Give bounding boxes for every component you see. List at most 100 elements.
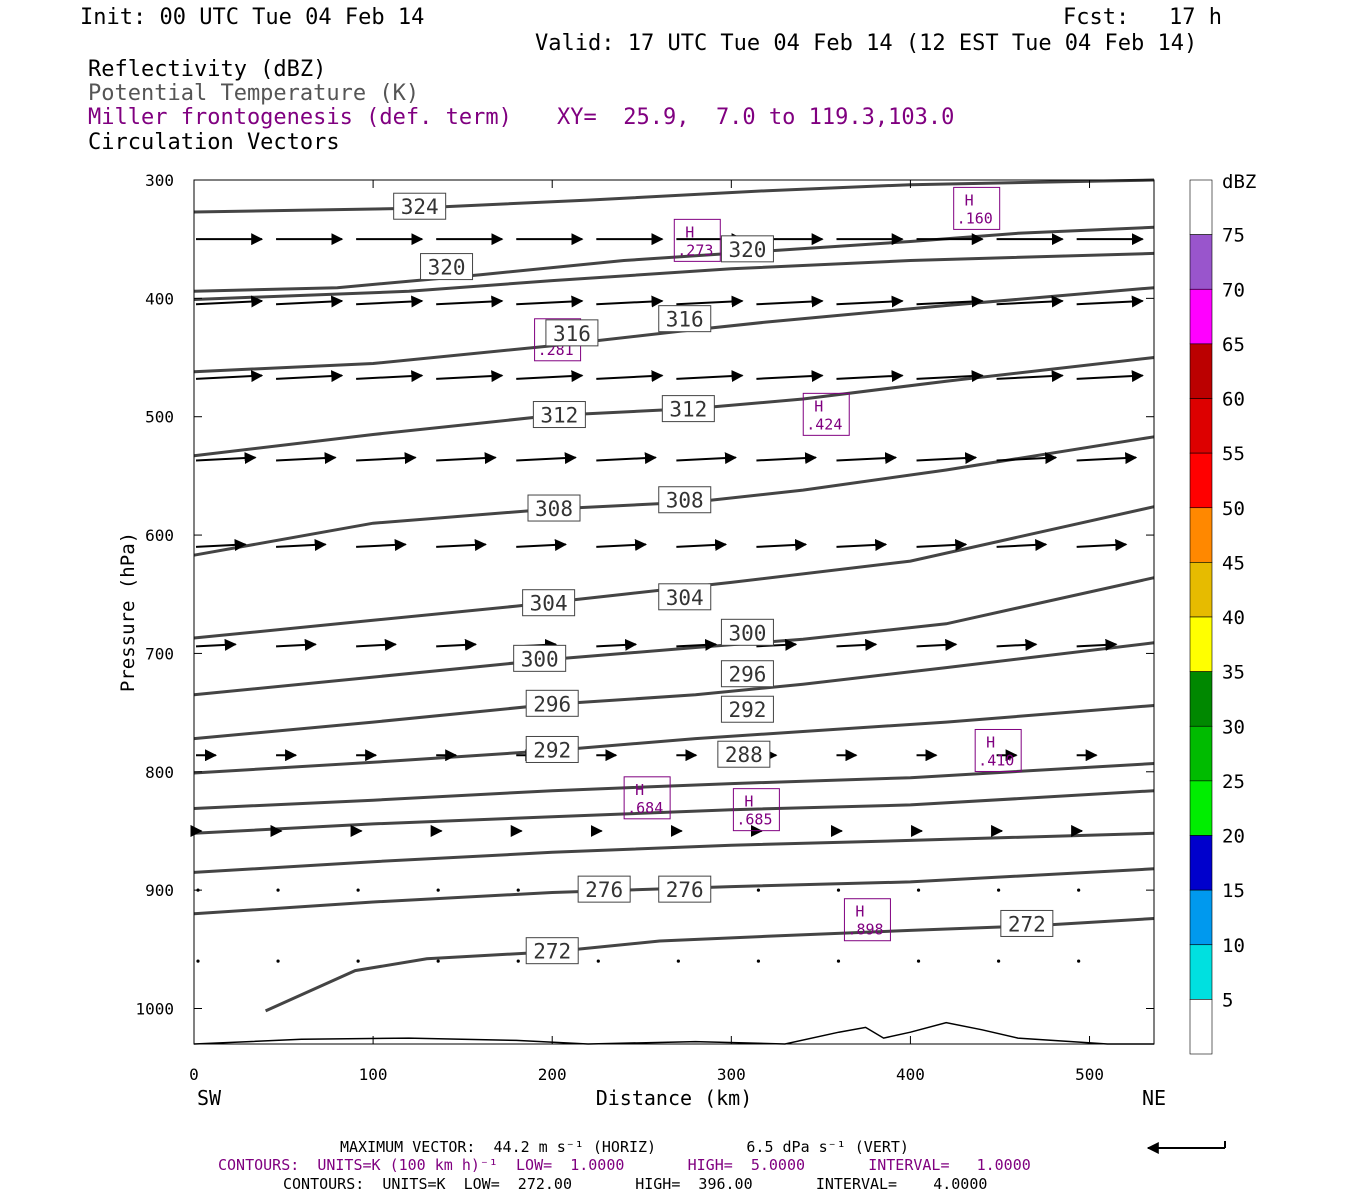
circulation-vector xyxy=(195,538,247,551)
theta-label-box xyxy=(1000,909,1054,937)
theta-label: 316 xyxy=(666,308,704,332)
circulation-vector xyxy=(276,638,317,651)
frontogenesis-max: H.898 xyxy=(843,898,891,942)
circulation-vector xyxy=(516,295,584,308)
circulation-vector xyxy=(916,370,984,383)
x-tick-label: 500 xyxy=(1075,1065,1104,1084)
theta-label-box xyxy=(658,486,712,514)
colorbar-level: 40 xyxy=(1222,607,1245,629)
fronto-max-box xyxy=(623,776,671,820)
circulation-vector xyxy=(596,452,657,465)
circulation-vector xyxy=(1077,959,1081,963)
theta-label: 272 xyxy=(533,940,571,964)
y-tick-label: 800 xyxy=(145,763,174,782)
theta-label: 276 xyxy=(666,878,704,902)
circulation-vector xyxy=(596,959,600,963)
theta-label-box xyxy=(720,660,774,688)
theta-label-box xyxy=(420,253,474,281)
circulation-vector xyxy=(276,452,337,465)
circulation-vector xyxy=(836,295,904,308)
colorbar-level: 65 xyxy=(1222,334,1245,356)
colorbar-swatch xyxy=(1189,234,1213,290)
fronto-max-value: .424 xyxy=(806,415,842,433)
circulation-vector xyxy=(276,538,327,551)
theta-label: 308 xyxy=(535,497,573,521)
theta-contour-272 xyxy=(264,917,1155,1013)
x-tick-label: 0 xyxy=(189,1065,199,1084)
circulation-vector xyxy=(356,452,417,465)
x-left-label: SW xyxy=(197,1086,222,1110)
colorbar-swatch xyxy=(1189,343,1213,399)
theta-contour-292 xyxy=(193,704,1155,775)
circulation-vector xyxy=(996,538,1048,551)
theta-label: 324 xyxy=(401,195,439,219)
theta-label-box xyxy=(527,494,581,522)
colorbar-swatch xyxy=(1189,398,1213,454)
y-tick-label: 900 xyxy=(145,881,174,900)
circulation-vector xyxy=(276,370,344,383)
y-axis-label: Pressure (hPa) xyxy=(117,532,139,692)
fronto-max-value: .410 xyxy=(978,751,1014,769)
circulation-vector xyxy=(676,295,744,308)
colorbar-swatch xyxy=(1189,725,1213,782)
circulation-vector xyxy=(195,638,237,651)
theta-label: 320 xyxy=(728,238,766,262)
circulation-vector xyxy=(676,370,744,383)
colorbar-swatch xyxy=(1189,999,1213,1055)
theta-contour-288 xyxy=(193,762,1155,810)
max-vector-info: MAXIMUM VECTOR: 44.2 m s⁻¹ (HORIZ) 6.5 d… xyxy=(340,1138,909,1156)
circulation-vector xyxy=(996,959,1001,963)
circulation-vector xyxy=(836,452,898,465)
circulation-vector xyxy=(676,959,680,963)
circulation-vector xyxy=(836,959,841,963)
circulation-vector xyxy=(836,638,878,651)
colorbar-swatch xyxy=(1189,452,1213,509)
circulation-vector xyxy=(836,538,888,551)
colorbar-swatch xyxy=(1189,179,1213,235)
fronto-max-value: .160 xyxy=(957,209,993,227)
circulation-vector xyxy=(916,295,984,308)
theta-label: 272 xyxy=(1008,912,1046,936)
circulation-vector xyxy=(676,538,728,551)
fronto-max-box xyxy=(673,218,721,262)
circulation-vector xyxy=(436,295,504,308)
colorbar-level: 15 xyxy=(1222,880,1245,902)
theta-contour-304 xyxy=(193,505,1155,640)
reference-vector xyxy=(1146,1141,1226,1154)
circulation-vector xyxy=(996,452,1058,465)
circulation-vector xyxy=(916,452,978,465)
circulation-vector xyxy=(916,888,921,892)
y-tick-label: 300 xyxy=(145,171,174,190)
circulation-vector xyxy=(1076,538,1128,551)
frontogenesis-max: H.685 xyxy=(732,788,780,832)
circulation-vector xyxy=(996,370,1064,383)
circulation-vector xyxy=(676,452,737,465)
circulation-vector xyxy=(436,452,497,465)
circulation-vector xyxy=(516,452,577,465)
fronto-max-symbol: H xyxy=(635,781,644,799)
circulation-vector xyxy=(1076,638,1118,651)
circulation-vector xyxy=(756,888,761,892)
theta-label-box xyxy=(661,395,715,423)
x-right-label: NE xyxy=(1142,1086,1166,1110)
fronto-max-value: .684 xyxy=(627,799,663,817)
theta-label: 296 xyxy=(728,663,766,687)
theta-label-box xyxy=(720,695,774,723)
theta-contour-300 xyxy=(193,576,1155,697)
theta-contour-info: CONTOURS: UNITS=K LOW= 272.00 HIGH= 396.… xyxy=(283,1175,988,1193)
colorbar-swatch xyxy=(1189,562,1213,618)
theta-label-box xyxy=(720,618,774,646)
fronto-max-symbol: H xyxy=(744,793,753,811)
circulation-vector xyxy=(196,959,200,963)
field-vectors-title: Circulation Vectors xyxy=(88,130,340,155)
init-time: Init: 00 UTC Tue 04 Feb 14 xyxy=(80,5,425,30)
circulation-vector xyxy=(596,538,647,551)
circulation-vector xyxy=(356,295,424,308)
theta-label-box xyxy=(525,735,579,763)
circulation-vector xyxy=(356,888,360,892)
theta-label-box xyxy=(545,319,599,347)
circulation-vector xyxy=(916,959,921,963)
field-frontogenesis-title: Miller frontogenesis (def. term) xyxy=(88,105,512,130)
fronto-max-symbol: H xyxy=(855,903,864,921)
theta-label: 312 xyxy=(540,404,578,428)
